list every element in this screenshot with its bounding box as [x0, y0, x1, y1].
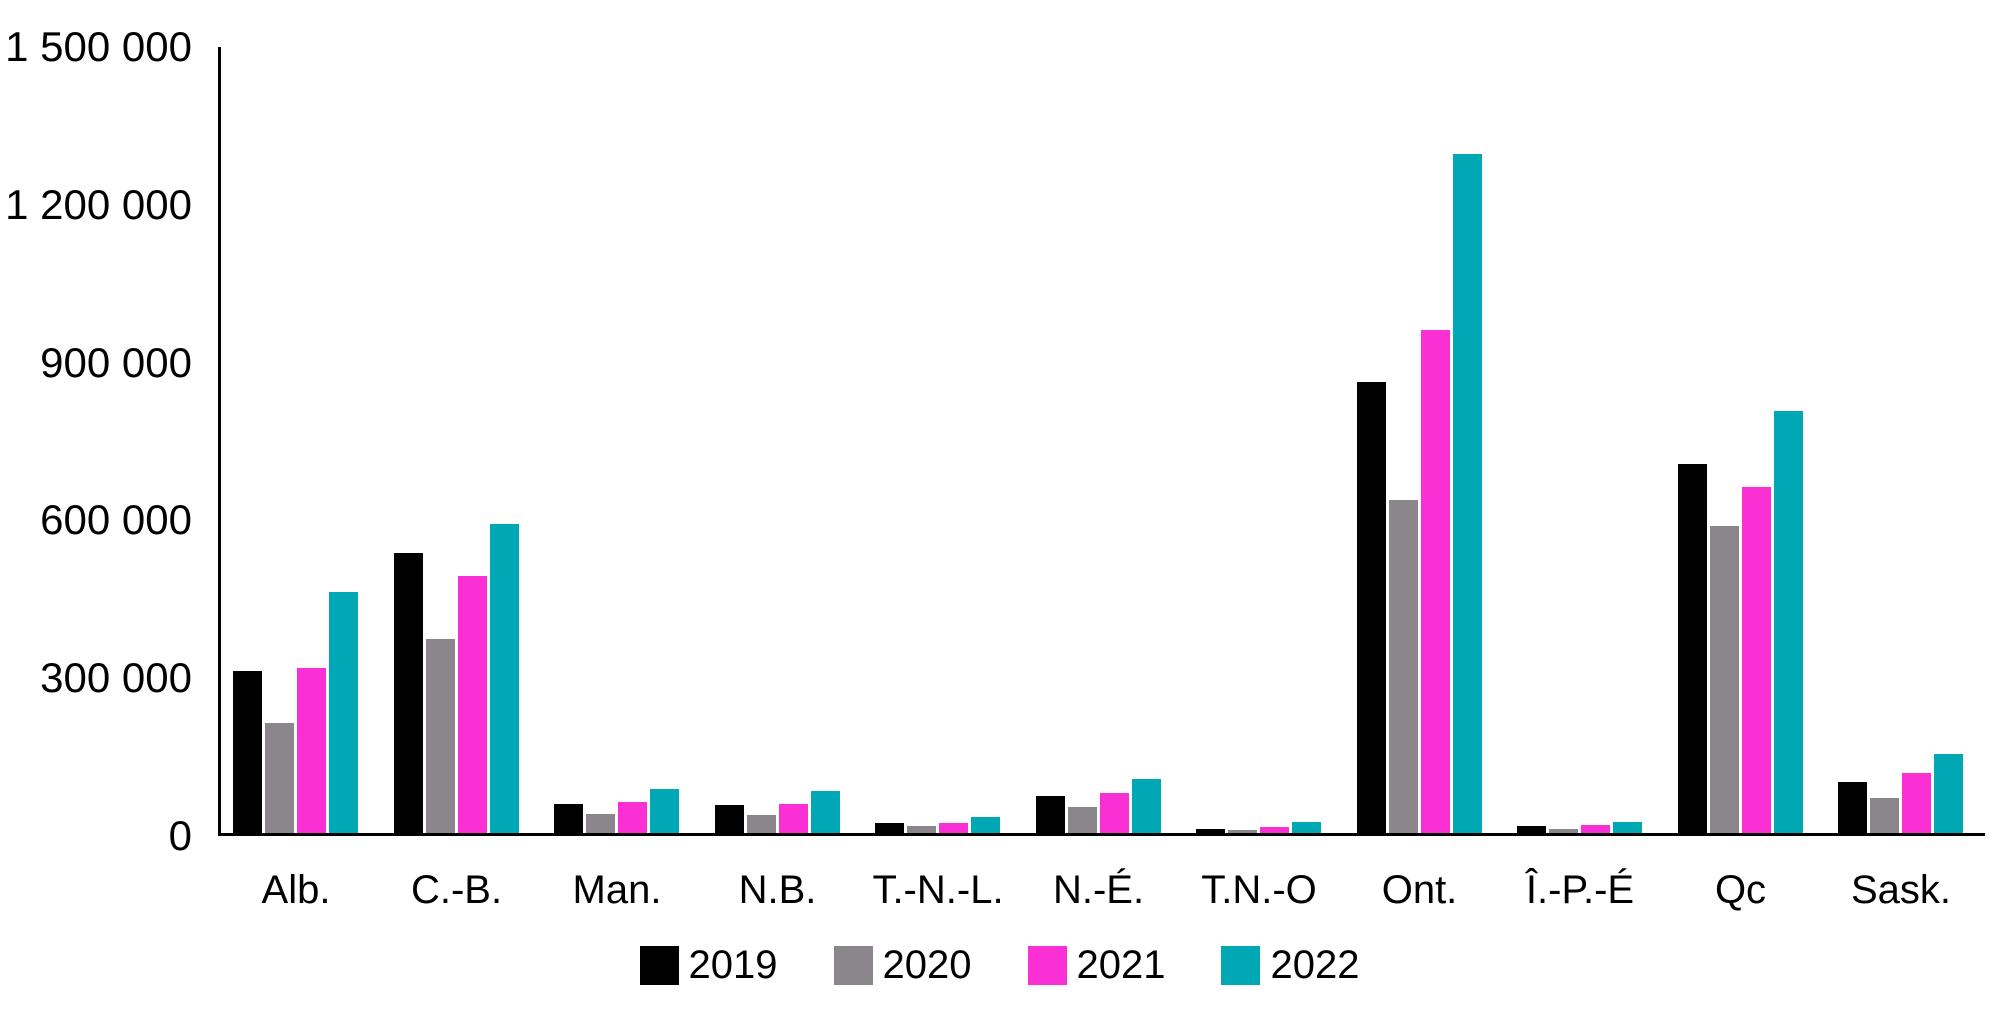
x-tick-label: Î.-P.-É [1525, 868, 1635, 912]
legend-swatch-icon [1221, 945, 1261, 985]
bar-group-cb [393, 524, 520, 833]
y-tick-label: 900 000 [40, 338, 192, 386]
y-tick-label: 0 [168, 812, 192, 859]
bar-2021-nb [778, 804, 808, 833]
bar-2021-ont [1420, 330, 1450, 833]
x-tick-label: Ont. [1381, 868, 1458, 912]
bar-2020-p [1549, 829, 1578, 833]
y-tick-label: 1 500 000 [5, 23, 192, 70]
bar-group-alb [233, 592, 359, 833]
y-tick-label: 300 000 [40, 654, 192, 702]
x-tick-label: Qc [1714, 868, 1767, 912]
x-tick-label: T.-N.-L. [872, 868, 1004, 912]
bar-2020-alb [265, 723, 294, 833]
bar-group-tno [1196, 822, 1322, 833]
bar-2020-n [1067, 807, 1097, 833]
bar-2020-qc [1709, 526, 1739, 833]
x-tick-label: Man. [572, 868, 662, 912]
bar-2022-tnl [971, 817, 1000, 833]
bar-group-qc [1677, 411, 1804, 833]
x-tick-label: T.N.-O [1201, 868, 1317, 912]
legend-swatch-icon [1027, 945, 1067, 985]
bar-2020-tnl [907, 826, 936, 833]
x-tick-label: C.-B. [410, 868, 503, 912]
x-tick-label: N.B. [738, 868, 817, 912]
bar-2022-man [650, 789, 679, 833]
y-tick-label: 600 000 [40, 496, 192, 544]
bar-2019-p [1517, 826, 1546, 833]
legend-item-2022: 2022 [1221, 943, 1359, 987]
bar-group-tnl [875, 817, 1001, 833]
bar-2022-alb [329, 592, 358, 833]
bar-2022-cb [489, 524, 519, 833]
bar-group-man [554, 789, 680, 833]
bar-group-ont [1356, 154, 1483, 833]
legend-swatch-icon [833, 945, 873, 985]
bar-2021-tnl [939, 823, 968, 833]
bar-group-p [1517, 822, 1643, 833]
y-tick-label: 1 200 000 [5, 180, 192, 228]
bar-2022-n [1131, 779, 1161, 833]
chart-legend: 2019 2020 2021 2022 [0, 938, 1999, 992]
x-axis: Alb. C.-B. Man. N.B. T.-N.-L. N.-É. T.N.-O Ont.… [221, 864, 1985, 920]
legend-label: 2022 [1270, 943, 1360, 987]
bar-group-nb [714, 791, 841, 833]
bar-2022-nb [810, 791, 840, 833]
bar-2020-cb [425, 639, 455, 833]
bar-2021-n [1099, 793, 1129, 833]
x-tick-label: Alb. [261, 868, 331, 912]
bar-group-n [1035, 779, 1162, 833]
bar-2021-p [1581, 825, 1610, 833]
bar-2019-sask [1838, 782, 1867, 833]
bar-group-sask [1838, 754, 1964, 833]
bar-2021-tno [1260, 827, 1289, 833]
bar-2020-man [586, 814, 615, 833]
legend-label: 2019 [688, 943, 778, 987]
bar-2022-tno [1292, 822, 1321, 833]
bar-2022-p [1613, 822, 1642, 833]
bar-2019-n [1035, 796, 1065, 833]
bar-2021-qc [1741, 487, 1771, 833]
legend-item-2020: 2020 [833, 943, 972, 987]
bar-2019-alb [233, 671, 262, 833]
legend-swatch-icon [639, 945, 679, 985]
bar-2022-sask [1934, 754, 1963, 833]
bar-2022-ont [1452, 154, 1482, 833]
legend-label: 2021 [1076, 943, 1166, 987]
y-axis: 0 300 000 600 000 900 000 1 200 000 1 500 000 [0, 0, 196, 900]
bar-2019-tnl [875, 823, 904, 833]
bar-2019-man [554, 804, 583, 833]
bar-2019-cb [393, 553, 423, 833]
bar-2022-qc [1773, 411, 1803, 833]
bar-2021-cb [457, 576, 487, 833]
bar-2020-sask [1870, 798, 1899, 833]
x-tick-label: Sask. [1850, 868, 1952, 912]
x-tick-label: N.-É. [1052, 868, 1145, 912]
legend-item-2019: 2019 [639, 943, 778, 987]
legend-label: 2020 [882, 943, 972, 987]
bar-2020-ont [1388, 500, 1418, 833]
plot-area [218, 47, 1985, 836]
bar-2021-sask [1902, 773, 1931, 833]
bar-2021-alb [297, 668, 326, 833]
bar-2020-tno [1228, 830, 1257, 833]
bar-2019-ont [1356, 382, 1386, 833]
bar-2019-nb [714, 805, 744, 833]
bar-2019-tno [1196, 829, 1225, 833]
legend-item-2021: 2021 [1027, 943, 1166, 987]
bar-2021-man [618, 802, 647, 833]
bar-2020-nb [746, 815, 776, 833]
bar-2019-qc [1677, 464, 1707, 833]
